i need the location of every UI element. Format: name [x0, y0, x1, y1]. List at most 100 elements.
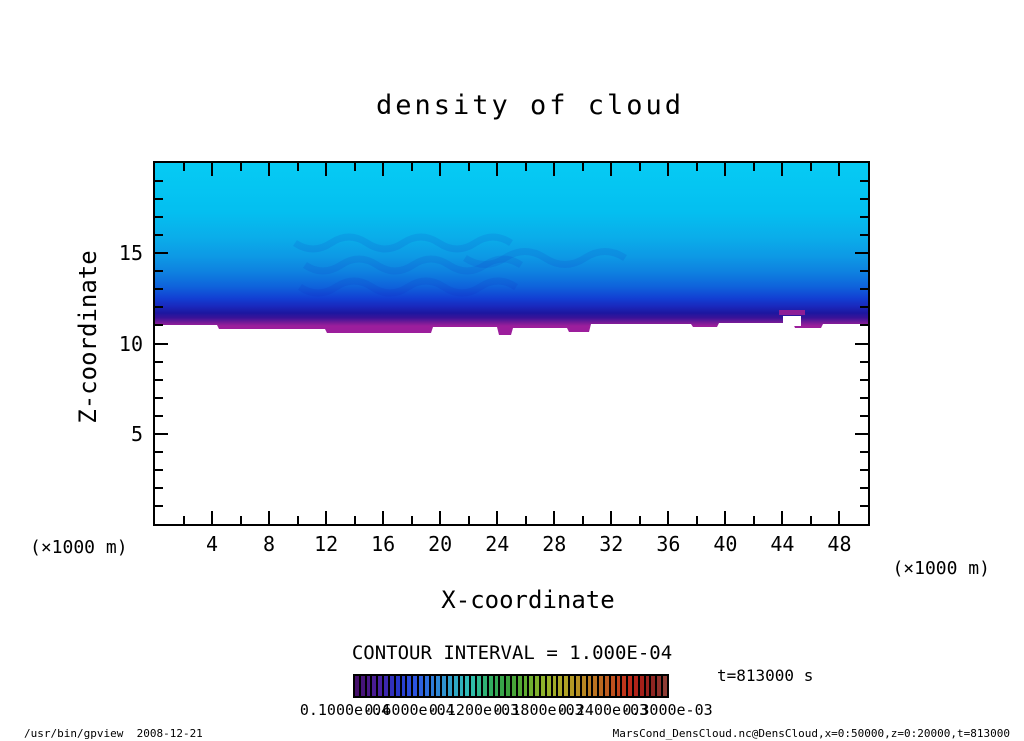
z-minor-tick: [155, 180, 163, 183]
z-minor-tick: [860, 288, 868, 291]
z-minor-tick: [860, 504, 868, 507]
x-minor-tick: [524, 163, 527, 171]
colorbar-segment: [546, 676, 551, 696]
colorbar-segment: [575, 676, 580, 696]
z-minor-tick: [155, 306, 163, 309]
colorbar-segment: [622, 676, 627, 696]
x-minor-tick: [809, 163, 812, 171]
z-major-tick: [855, 342, 868, 345]
colorbar-segment: [459, 676, 464, 696]
x-minor-tick: [638, 163, 641, 171]
x-tick-label: 28: [542, 532, 567, 556]
colorbar-segment: [581, 676, 586, 696]
colorbar-segment: [471, 676, 476, 696]
z-major-tick: [155, 432, 168, 435]
axis-ticks-layer: 4 8 12 16 20 24 28 32 36 40 44 48 5 10 15: [119, 163, 868, 556]
colorbar-segment: [645, 676, 650, 696]
x-major-tick: [268, 511, 271, 524]
colorbar-segment: [541, 676, 545, 696]
x-tick-label: 44: [770, 532, 795, 556]
z-minor-tick: [155, 324, 163, 327]
x-axis-label: X-coordinate: [441, 586, 615, 614]
x-major-tick: [553, 163, 556, 176]
colorbar-segment: [657, 676, 662, 696]
z-minor-tick: [155, 396, 163, 399]
z-minor-tick: [155, 216, 163, 219]
x-minor-tick: [467, 516, 470, 524]
x-tick-label: 20: [428, 532, 453, 556]
x-tick-label: 16: [371, 532, 396, 556]
colorbar-segment: [477, 676, 481, 696]
z-minor-tick: [155, 288, 163, 291]
z-minor-tick: [155, 486, 163, 489]
colorbar-segment: [482, 676, 487, 696]
colorbar-segment: [610, 676, 615, 696]
z-minor-tick: [860, 180, 868, 183]
z-minor-tick: [860, 360, 868, 363]
z-minor-tick: [860, 468, 868, 471]
x-major-tick: [838, 511, 841, 524]
colorbar-level-label: 0.3000e-03: [622, 701, 713, 719]
x-tick-label: 4: [206, 532, 219, 556]
z-minor-tick: [155, 198, 163, 201]
z-minor-tick: [860, 396, 868, 399]
x-tick-label: 40: [713, 532, 738, 556]
x-minor-tick: [296, 163, 299, 171]
x-minor-tick: [467, 163, 470, 171]
x-major-tick: [496, 163, 499, 176]
colorbar-segment: [436, 676, 441, 696]
z-tick-label: 10: [118, 331, 143, 356]
colorbar-segment: [599, 676, 603, 696]
x-major-tick: [439, 511, 442, 524]
colorbar-segment: [372, 676, 377, 696]
x-major-tick: [325, 511, 328, 524]
colorbar-segment: [639, 676, 644, 696]
z-minor-tick: [155, 270, 163, 273]
z-major-tick: [855, 432, 868, 435]
colorbar-segment: [616, 676, 621, 696]
time-stamp-label: t=813000 s: [717, 666, 814, 685]
z-minor-tick: [860, 234, 868, 237]
colorbar-segment: [651, 676, 656, 696]
z-minor-tick: [155, 504, 163, 507]
x-major-tick: [439, 163, 442, 176]
z-major-tick: [855, 252, 868, 255]
contour-interval-note: CONTOUR INTERVAL = 1.000E-04: [351, 642, 673, 664]
x-major-tick: [211, 511, 214, 524]
colorbar-segment: [395, 676, 400, 696]
colorbar-segment: [604, 676, 609, 696]
x-minor-tick: [809, 516, 812, 524]
x-minor-tick: [182, 163, 185, 171]
x-minor-tick: [638, 516, 641, 524]
colorbar-segment: [442, 676, 446, 696]
colorbar-segment: [570, 676, 574, 696]
colorbar-segment: [360, 676, 365, 696]
colorbar-segment: [430, 676, 435, 696]
x-minor-tick: [239, 516, 242, 524]
z-minor-tick: [155, 450, 163, 453]
colorbar-segment: [523, 676, 528, 696]
z-axis-unit-label: (×1000 m): [30, 537, 128, 558]
x-minor-tick: [239, 163, 242, 171]
colorbar-level-label: 0.6000e-04: [364, 701, 455, 719]
z-minor-tick: [155, 378, 163, 381]
plot-area: 4 8 12 16 20 24 28 32 36 40 44 48 5 10 15: [119, 161, 870, 556]
x-major-tick: [781, 163, 784, 176]
colorbar-segment: [401, 676, 406, 696]
colorbar-segment: [663, 676, 667, 696]
colorbar-segment: [529, 676, 534, 696]
x-major-tick: [838, 163, 841, 176]
z-minor-tick: [860, 450, 868, 453]
x-minor-tick: [581, 516, 584, 524]
x-axis-unit-label: (×1000 m): [892, 558, 990, 579]
x-tick-label: 8: [263, 532, 276, 556]
colorbar-segment: [424, 676, 429, 696]
colorbar-segment: [628, 676, 632, 696]
x-minor-tick: [581, 163, 584, 171]
wave-scallop-contours: [293, 233, 627, 297]
cloud-base-detached-patch: [779, 310, 805, 315]
colorbar-level-label: 0.1000e-04: [299, 701, 391, 719]
colorbar-segment: [378, 676, 383, 696]
z-minor-tick: [860, 414, 868, 417]
